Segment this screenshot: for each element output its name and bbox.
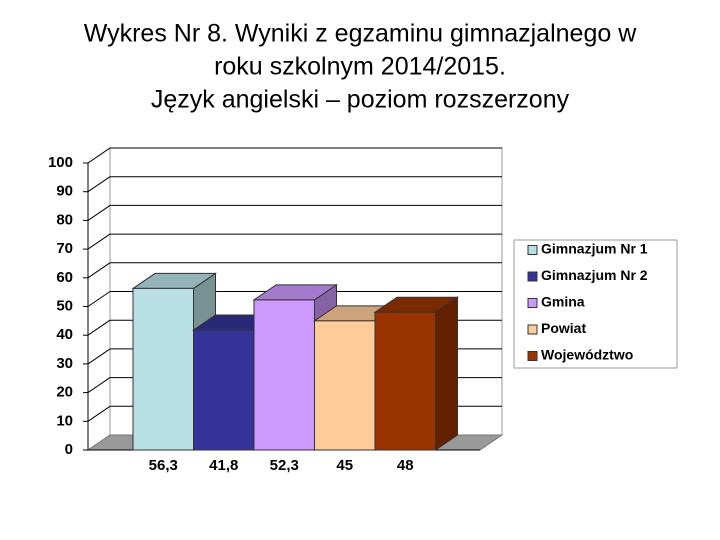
grid-line <box>87 204 111 221</box>
grid-line <box>87 233 111 250</box>
value-label: 45 <box>336 457 353 474</box>
y-tick-label: 70 <box>56 240 73 257</box>
legend-label: Gimnazjum Nr 2 <box>541 267 648 283</box>
bar-side <box>435 296 458 451</box>
grid-line <box>87 348 111 365</box>
legend-label: Gmina <box>541 294 585 310</box>
y-tick-label: 40 <box>56 326 73 343</box>
grid-line <box>87 405 111 422</box>
y-tick-label: 30 <box>56 355 73 372</box>
legend <box>513 239 678 369</box>
y-tick-label: 20 <box>56 384 73 401</box>
legend-swatch <box>527 324 538 335</box>
legend-label: Powiat <box>541 320 586 336</box>
bar-front <box>374 311 436 451</box>
bar-front <box>132 287 194 451</box>
chart-title: Język angielski – poziom rozszerzony <box>151 86 570 114</box>
bar-front <box>253 299 315 451</box>
chart-title: Wykres Nr 8. Wyniki z egzaminu gimnazjal… <box>84 20 637 48</box>
legend-label: Gimnazjum Nr 1 <box>541 241 648 257</box>
chart-title: roku szkolnym 2014/2015. <box>214 53 506 81</box>
y-tick-label: 80 <box>56 211 73 228</box>
legend-swatch <box>527 271 538 282</box>
bar-front <box>193 329 255 451</box>
y-tick-label: 100 <box>48 154 73 171</box>
y-tick-label: 50 <box>56 297 73 314</box>
y-tick-label: 0 <box>65 441 73 458</box>
y-tick-label: 60 <box>56 269 73 286</box>
legend-swatch <box>527 351 538 361</box>
grid-line <box>87 176 111 193</box>
title-block: Wykres Nr 8. Wyniki z egzaminu gimnazjal… <box>84 20 637 114</box>
value-label: 48 <box>397 457 414 474</box>
value-label: 41,8 <box>209 457 238 474</box>
grid-line <box>87 377 111 394</box>
grid-line <box>87 147 111 164</box>
grid-line <box>87 262 111 279</box>
value-label: 52,3 <box>270 457 299 474</box>
bar <box>373 296 460 451</box>
y-tick-label: 10 <box>56 412 73 429</box>
value-label: 56,3 <box>149 457 178 474</box>
legend-swatch <box>527 298 538 308</box>
y-tick-label: 90 <box>56 183 73 200</box>
grid-line <box>87 291 111 307</box>
grid-line <box>87 319 111 336</box>
bar-front <box>314 320 376 451</box>
legend-label: Województwo <box>541 347 633 363</box>
legend-swatch <box>527 245 538 255</box>
